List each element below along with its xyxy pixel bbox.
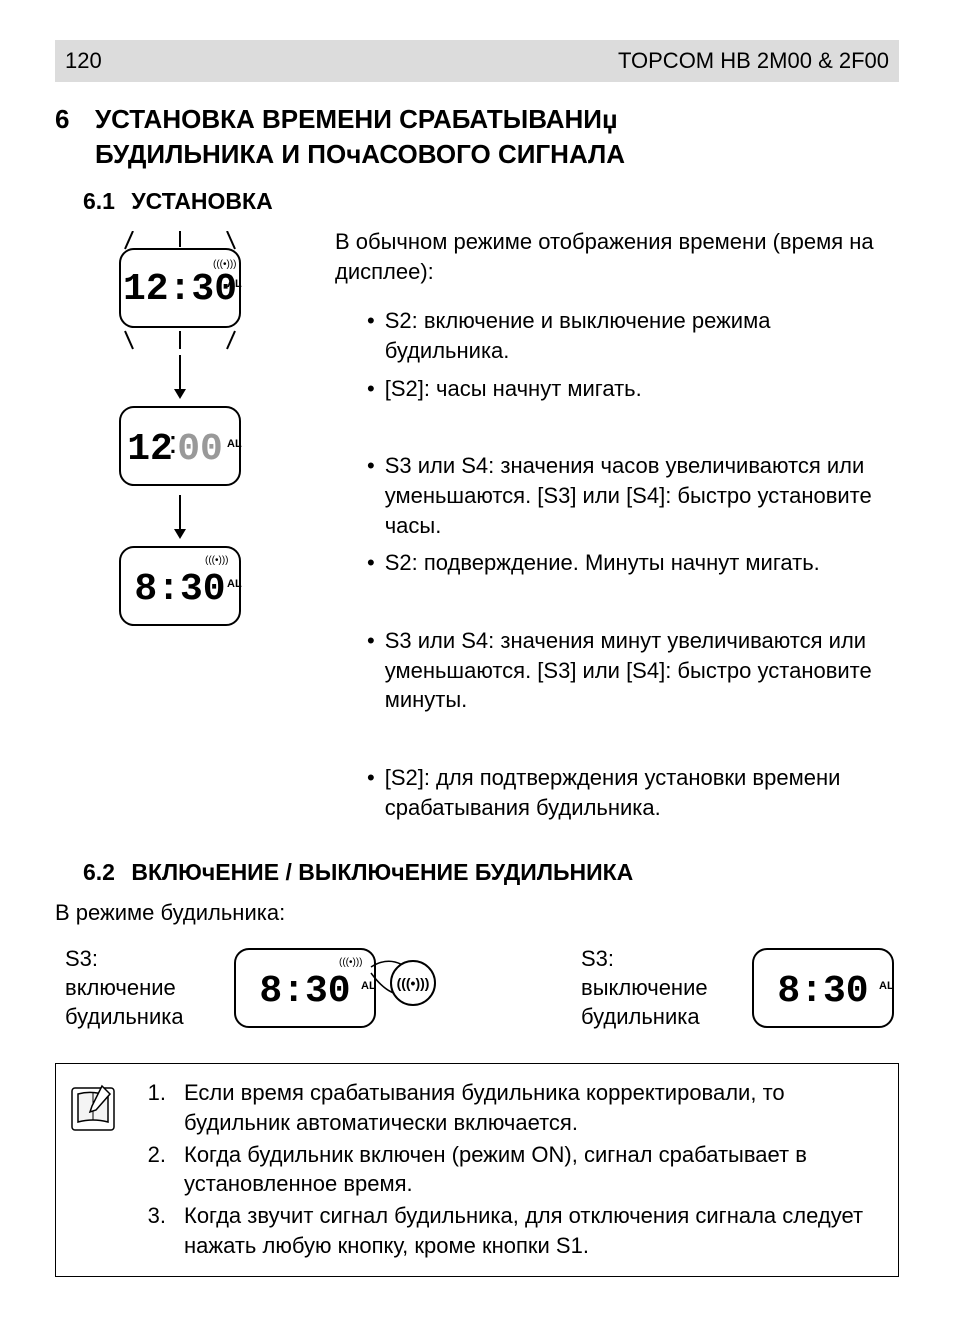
svg-text:AL: AL [227,578,242,590]
svg-text:(((•))): (((•))) [397,975,430,991]
subsection-number: 6.2 [83,859,115,885]
mode-text: В режиме будильника: [55,898,899,928]
svg-text:AL: AL [879,980,894,992]
alarm-on-text: S3: включение будильника [65,945,215,1031]
alarm-on-cell: S3: включение будильника 8:30 AL (((•)))… [65,943,438,1033]
svg-text:8:30: 8:30 [134,568,225,611]
list-item: 1.Если время срабатывания будильника кор… [134,1078,888,1137]
svg-text:(((•))): (((•))) [213,259,236,270]
section-6-2: 6.2 ВКЛЮчЕНИЕ / ВЫКЛЮчЕНИЕ БУДИЛЬНИКА В … [55,857,899,1278]
section-6-2-heading: 6.2 ВКЛЮчЕНИЕ / ВЫКЛЮчЕНИЕ БУДИЛЬНИКА [83,857,899,888]
lcd-display-2: 12 : 00 AL [105,401,255,491]
svg-text:AL: AL [361,980,376,992]
lcd-sequence: 12:30 AL (((•))) 12 : 00 AL 8:30 AL [55,227,305,831]
lcd-alarm-off: 8:30 AL [749,943,899,1033]
notes-list: 1.Если время срабатывания будильника кор… [134,1078,888,1262]
subsection-title: ВКЛЮчЕНИЕ / ВЫКЛЮчЕНИЕ БУДИЛЬНИКА [131,859,633,885]
lcd-display-3: 8:30 AL (((•))) [105,541,255,631]
alarm-off-text: S3: выключение будильника [581,945,731,1031]
svg-text::: : [169,424,178,460]
list-item: 2.Когда будильник включен (режим ON), си… [134,1140,888,1199]
section-title-line1: УСТАНОВКА ВРЕМЕНИ СРАБАТЫВАНИџ [95,104,618,134]
svg-text:12:30: 12:30 [123,268,237,311]
list-item: S3 или S4: значения минут увеличиваются … [335,626,899,715]
list-item: [S2]: для подтверждения установки времен… [335,763,899,822]
svg-text:(((•))): (((•))) [339,957,362,968]
section-6-heading: 6 УСТАНОВКА ВРЕМЕНИ СРАБАТЫВАНИџ БУДИЛЬН… [55,102,899,172]
section-title-line2: БУДИЛЬНИКА И ПОчАСОВОГО СИГНАЛА [95,139,625,169]
list-item: S2: включение и выключение режима будиль… [335,306,899,365]
instruction-list: S3 или S4: значения минут увеличиваются … [335,626,899,715]
section-title: УСТАНОВКА ВРЕМЕНИ СРАБАТЫВАНИџ БУДИЛЬНИК… [95,102,625,172]
list-item: [S2]: часы начнут мигать. [335,374,899,404]
subsection-title: УСТАНОВКА [131,188,272,214]
instruction-list: [S2]: для подтверждения установки времен… [335,763,899,822]
instruction-list: S2: включение и выключение режима будиль… [335,306,899,403]
subsection-number: 6.1 [83,188,115,214]
lcd-display-1: 12:30 AL (((•))) [105,231,255,351]
svg-text:AL: AL [227,438,242,450]
svg-text:8:30: 8:30 [259,970,350,1013]
page-header: 120 TOPCOM HB 2M00 & 2F00 [55,40,899,82]
section-number: 6 [55,102,95,172]
svg-text:8:30: 8:30 [777,970,868,1013]
arrow-icon [165,491,195,541]
product-name: TOPCOM HB 2M00 & 2F00 [618,46,889,76]
list-item: S3 или S4: значения часов увеличиваются … [335,451,899,540]
section-6-1-heading: 6.1 УСТАНОВКА [83,186,899,217]
page-number: 120 [65,46,102,76]
arrow-icon [165,351,195,401]
svg-text:00: 00 [177,428,223,471]
alarm-off-cell: S3: выключение будильника 8:30 AL [581,943,899,1033]
list-item: S2: подверждение. Минуты начнут мигать. [335,548,899,578]
svg-text:(((•))): (((•))) [205,555,228,566]
alarm-on-off-row: S3: включение будильника 8:30 AL (((•)))… [55,943,899,1033]
section-6-1-text: В обычном режиме отображения времени (вр… [335,227,899,831]
section-6-1-body: 12:30 AL (((•))) 12 : 00 AL 8:30 AL [55,227,899,831]
notes-box: 1.Если время срабатывания будильника кор… [55,1063,899,1277]
intro-text: В обычном режиме отображения времени (вр… [335,227,899,286]
note-icon [66,1078,120,1262]
svg-text:AL: AL [227,278,242,290]
lcd-alarm-on: 8:30 AL (((•))) (((•))) [233,943,438,1033]
instruction-list: S3 или S4: значения часов увеличиваются … [335,451,899,578]
list-item: 3.Когда звучит сигнал будильника, для от… [134,1201,888,1260]
svg-text:12: 12 [127,428,173,471]
